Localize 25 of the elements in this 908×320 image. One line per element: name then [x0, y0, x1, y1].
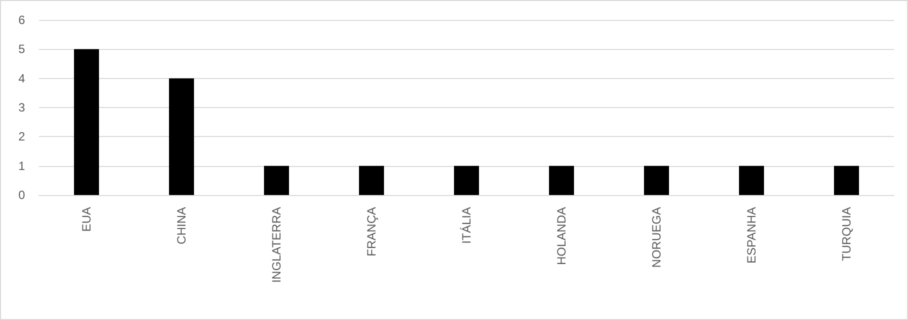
y-tick-label: 5: [18, 42, 26, 56]
y-tick-label: 6: [18, 13, 26, 27]
y-tick-label: 1: [18, 158, 26, 173]
y-tick-label: 2: [18, 130, 26, 144]
x-tick-label: HOLANDA: [554, 207, 568, 266]
bar: [739, 166, 764, 195]
y-tick-label: 0: [18, 188, 26, 202]
x-tick-label: EUA: [80, 207, 94, 232]
x-tick-label: INGLATERRA: [270, 207, 284, 283]
bar: [454, 166, 479, 195]
bar: [359, 166, 384, 195]
y-tick-label: 3: [18, 100, 26, 114]
x-tick-label: NORUEGA: [650, 207, 664, 268]
y-tick-label: 4: [18, 71, 26, 86]
x-tick-label: ESPANHA: [744, 207, 758, 264]
bar: [74, 49, 99, 195]
x-tick-label: TURQUIA: [840, 207, 854, 261]
bar: [834, 166, 859, 195]
bar: [549, 166, 574, 195]
x-tick-label: ITÁLIA: [460, 207, 474, 244]
bar: [264, 166, 289, 195]
bar: [169, 78, 194, 195]
bar: [644, 166, 669, 195]
x-tick-label: CHINA: [174, 207, 188, 244]
x-tick-label: FRANÇA: [364, 207, 378, 256]
